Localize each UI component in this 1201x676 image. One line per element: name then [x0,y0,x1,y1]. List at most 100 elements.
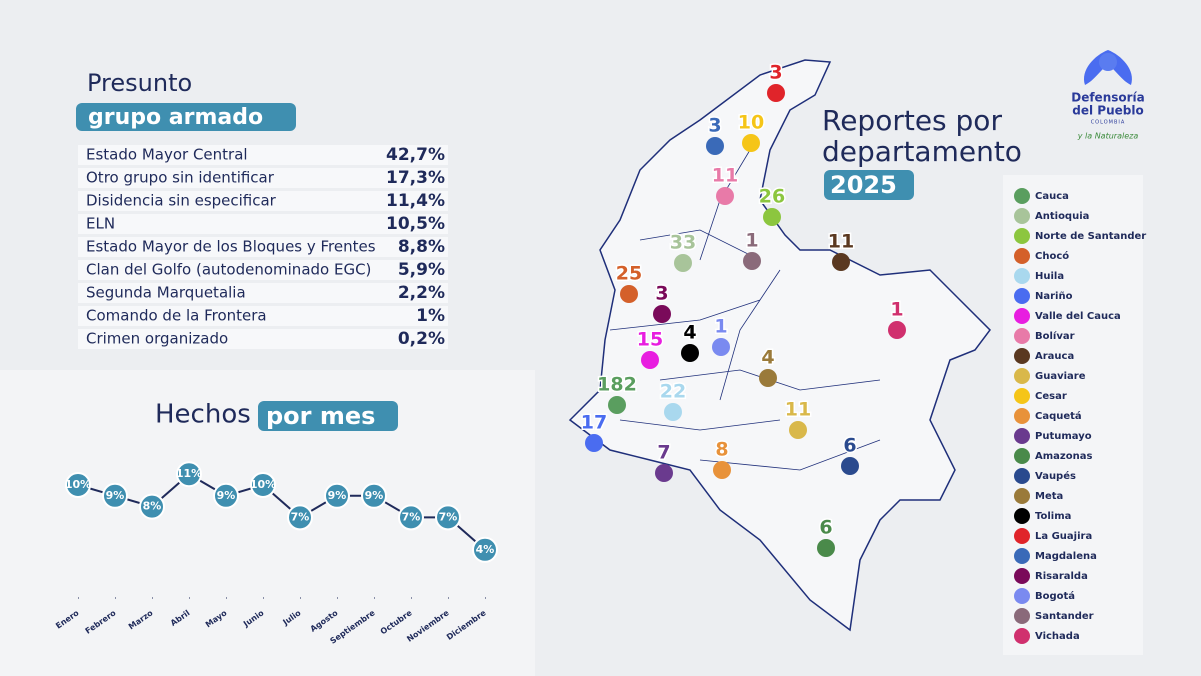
map-outline [568,59,991,632]
department-value: 8 [715,439,728,461]
department-value: 17 [581,412,607,434]
point-label: 10% [250,478,276,491]
point-label: 9% [106,489,125,502]
table-title-highlight: grupo armado [88,105,263,130]
legend-swatch [1014,568,1030,584]
point-label: 8% [143,500,162,513]
legend-label: Bogotá [1035,590,1075,602]
department-marker [653,305,671,323]
legend-label: Antioquia [1035,211,1089,222]
row-value: 11,4% [386,191,445,211]
department-marker [608,396,626,414]
legend-label: Guaviare [1035,371,1086,382]
legend-swatch [1014,208,1030,224]
legend-label: Putumayo [1035,431,1092,442]
legend-label: Arauca [1035,351,1074,362]
department-value: 6 [819,517,832,539]
legend-label: La Guajira [1035,531,1092,542]
department-marker [712,338,730,356]
point [472,536,498,563]
department-value: 3 [708,115,721,137]
legend-label: Risaralda [1035,571,1088,582]
legend-swatch [1014,388,1030,404]
chip-bg [258,401,398,431]
point-label: 9% [328,489,347,502]
point-label: 7% [291,510,310,523]
row-label: Comando de la Frontera [86,307,267,325]
department-value: 3 [769,62,782,84]
row-value: 1% [416,306,445,326]
legend-label: Norte de Santander [1035,231,1146,242]
department-marker [681,344,699,362]
legend-label: Huila [1035,271,1064,282]
row-bg [78,306,448,326]
legend-swatch [1014,448,1030,464]
department-marker [767,84,785,102]
department-marker [789,421,807,439]
map-title: Reportes por departamento [822,104,1022,168]
logo-text: del Pueblo [1072,104,1143,118]
department-value: 11 [785,399,811,421]
department-marker [585,434,603,452]
row-label: Clan del Golfo (autodenominado EGC) [86,261,371,279]
legend-label: Valle del Cauca [1035,311,1121,322]
department-value: 33 [670,232,696,254]
legend-swatch [1014,628,1030,644]
row-label: ELN [86,215,115,233]
row-label: Crimen organizado [86,330,228,348]
department-marker [742,134,760,152]
department-marker [620,285,638,303]
legend-swatch [1014,608,1030,624]
row-bg [78,214,448,234]
row-label: Otro grupo sin identificar [86,169,275,187]
legend-label: Cesar [1035,391,1067,402]
point-label: 9% [365,489,384,502]
row-bg [78,260,448,280]
legend-swatch [1014,488,1030,504]
department-value: 7 [657,442,670,464]
legend-label: Vaupés [1035,470,1076,482]
point [102,482,128,509]
department-marker [759,369,777,387]
department-value: 22 [660,381,686,403]
point [65,472,91,498]
department-marker [674,254,692,272]
point [361,482,387,509]
legend-swatch [1014,348,1030,364]
point [398,504,424,531]
row-value: 10,5% [386,214,445,234]
row-label: Disidencia sin especificar [86,192,277,210]
legend-swatch [1014,328,1030,344]
legend-swatch [1014,528,1030,544]
department-value: 4 [761,347,774,369]
point-label: 11% [176,467,202,480]
legend-swatch [1014,508,1030,524]
legend-swatch [1014,368,1030,384]
legend-label: Magdalena [1035,551,1097,562]
department-marker [716,187,734,205]
legend-swatch [1014,588,1030,604]
legend-swatch [1014,268,1030,284]
legend-swatch [1014,548,1030,564]
map-subtitle: 2025 [830,171,897,199]
department-value: 15 [637,329,663,351]
department-marker [763,208,781,226]
row-value: 8,8% [398,237,445,257]
legend-label: Cauca [1035,191,1069,202]
department-marker [713,461,731,479]
department-marker [888,321,906,339]
row-value: 17,3% [386,168,445,188]
department-value: 6 [843,435,856,457]
row-value: 5,9% [398,260,445,280]
legend-swatch [1014,248,1030,264]
row-bg [78,283,448,303]
row-value: 42,7% [386,145,445,165]
legend-label: Nariño [1035,291,1073,302]
logo-tagline: y la Naturaleza [1077,132,1139,141]
row-bg [78,329,448,349]
department-value: 11 [712,165,738,187]
point [287,504,313,531]
point [435,504,461,531]
